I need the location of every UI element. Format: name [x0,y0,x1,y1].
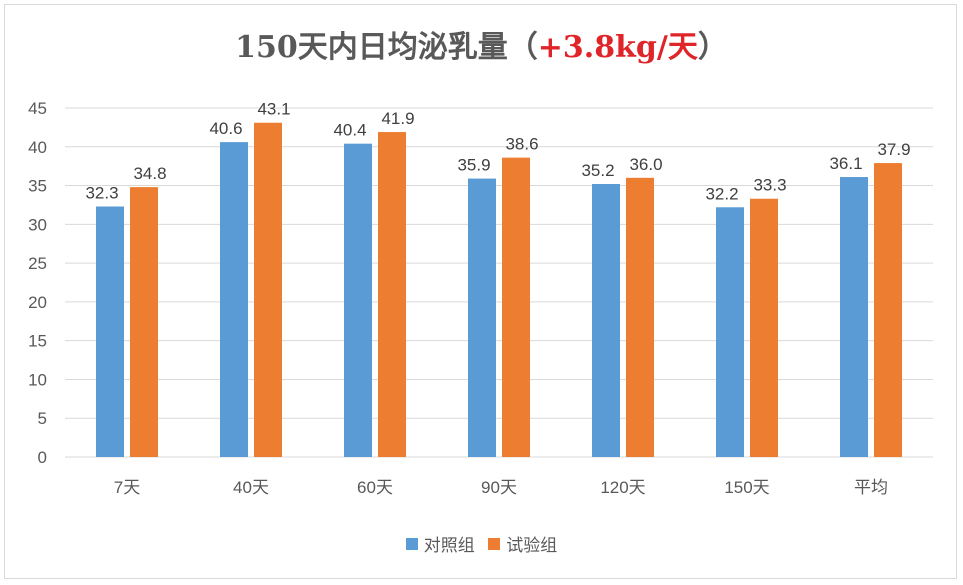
x-tick-label: 平均 [854,478,888,497]
y-tick-label: 35 [28,177,47,196]
legend: 对照组 试验组 [0,531,963,556]
bar-series1 [716,207,744,457]
y-tick-label: 5 [38,409,47,428]
data-label-series1: 35.2 [581,161,614,180]
data-label-series2: 41.9 [381,109,414,128]
bar-series1 [592,184,620,457]
x-tick-label: 120天 [600,478,645,497]
bar-series2 [130,187,158,457]
y-tick-label: 45 [28,99,47,118]
data-label-series2: 38.6 [505,135,538,154]
data-label-series1: 40.4 [333,121,366,140]
chart-title: 150天内日均泌乳量（+3.8kg/天） [0,22,963,66]
data-label-series2: 36.0 [629,155,662,174]
bar-series1 [96,206,124,457]
legend-swatch-series1 [405,537,418,550]
x-tick-label: 60天 [357,478,393,497]
data-label-series2: 43.1 [257,100,290,119]
x-tick-label: 40天 [233,478,269,497]
y-tick-label: 30 [28,215,47,234]
bar-series2 [874,163,902,457]
bar-series2 [750,198,778,458]
bar-series2 [254,122,282,457]
x-tick-label: 150天 [724,478,769,497]
data-label-series2: 37.9 [877,140,910,159]
legend-label-series1: 对照组 [423,536,475,556]
title-suffix: ） [697,30,728,65]
x-tick-label: 7天 [114,478,140,497]
title-highlight: +3.8kg/天 [537,30,698,65]
data-label-series2: 33.3 [753,176,786,195]
y-tick-label: 20 [28,293,47,312]
data-label-series2: 34.8 [133,164,166,183]
y-tick-label: 0 [38,448,47,467]
bar-series2 [502,157,530,457]
y-tick-label: 10 [28,370,47,389]
legend-label-series2: 试验组 [506,536,558,556]
data-label-series1: 40.6 [209,119,242,138]
bar-series2 [378,132,406,457]
bar-series1 [840,177,868,457]
title-prefix: 150天内日均泌乳量（ [235,30,538,65]
legend-swatch-series2 [488,537,501,550]
bar-series1 [344,143,372,458]
bar-series1 [220,142,248,457]
x-tick-label: 90天 [481,478,517,497]
data-label-series1: 36.1 [829,154,862,173]
data-label-series1: 32.3 [85,183,118,202]
bar-series1 [468,178,496,457]
y-tick-label: 25 [28,254,47,273]
y-tick-label: 15 [28,332,47,351]
data-label-series1: 35.9 [457,156,490,175]
legend-item-series1: 对照组 [405,531,475,556]
data-label-series1: 32.2 [705,184,738,203]
y-tick-label: 40 [28,138,47,157]
bar-series2 [626,177,654,458]
legend-item-series2: 试验组 [488,531,557,556]
